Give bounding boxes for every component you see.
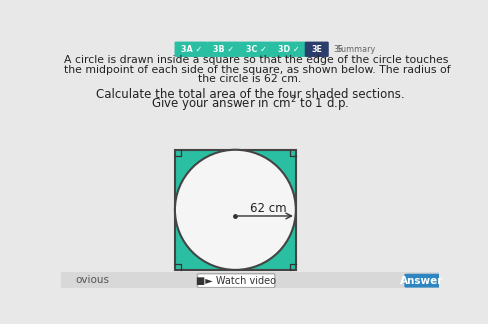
Text: 3C ✓: 3C ✓ [246,45,267,54]
Text: the circle is 62 cm.: the circle is 62 cm. [199,74,302,84]
FancyBboxPatch shape [198,274,275,288]
Text: 3D ✓: 3D ✓ [278,45,300,54]
Text: Summary: Summary [337,45,376,54]
Text: 3E: 3E [311,45,322,54]
Text: Give your answer in cm$^{2}$ to 1 d.p.: Give your answer in cm$^{2}$ to 1 d.p. [151,95,349,114]
Text: A circle is drawn inside a square so that the edge of the circle touches: A circle is drawn inside a square so tha… [64,55,448,65]
Text: 3B ✓: 3B ✓ [213,45,234,54]
Circle shape [175,150,296,270]
Bar [175,150,296,270]
FancyBboxPatch shape [305,41,329,57]
FancyBboxPatch shape [272,41,305,57]
Text: 3A ✓: 3A ✓ [181,45,202,54]
Text: Answer: Answer [400,276,443,286]
Text: ■► Watch video: ■► Watch video [196,276,276,286]
FancyBboxPatch shape [175,41,208,57]
Bar [61,272,439,288]
Text: 3F: 3F [333,45,343,54]
FancyBboxPatch shape [207,41,241,57]
Text: 62 cm: 62 cm [250,202,287,215]
Text: Calculate the total area of the four shaded sections.: Calculate the total area of the four sha… [96,88,405,101]
Text: ovious: ovious [75,275,109,285]
FancyBboxPatch shape [240,41,273,57]
FancyBboxPatch shape [405,274,446,288]
Text: the midpoint of each side of the square, as shown below. The radius of: the midpoint of each side of the square,… [64,65,451,75]
